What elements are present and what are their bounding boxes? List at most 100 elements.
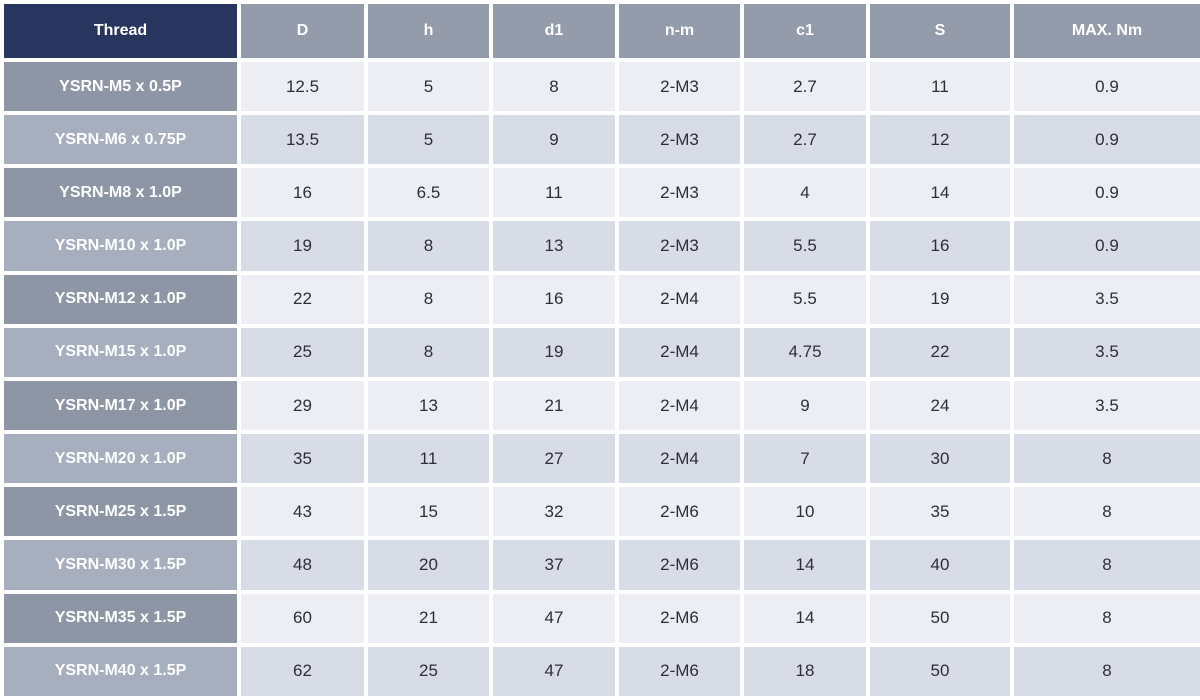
data-cell: 13.5 [241, 115, 364, 165]
data-cell: 22 [241, 274, 364, 324]
data-cell: 2-M6 [619, 646, 740, 696]
table-row: YSRN-M17 x 1.0P 29 13 21 2-M4 9 24 3.5 [4, 380, 1200, 431]
row-label-cell: YSRN-M40 x 1.5P [4, 646, 237, 696]
data-cell: 20 [368, 540, 489, 590]
data-cell: 19 [870, 274, 1010, 324]
data-cell: 11 [368, 434, 489, 484]
header-cell-4: n-m [619, 4, 740, 58]
data-cell: 37 [493, 540, 615, 590]
data-cell: 30 [870, 434, 1010, 484]
data-cell: 2.7 [744, 62, 866, 112]
table-row: YSRN-M20 x 1.0P 35 11 27 2-M4 7 30 8 [4, 434, 1200, 484]
header-cell-7: MAX. Nm [1014, 4, 1200, 58]
data-cell: 8 [1014, 487, 1200, 537]
data-cell: 50 [870, 646, 1010, 696]
table-row: YSRN-M35 x 1.5P 60 21 47 2-M6 14 50 8 [4, 593, 1200, 643]
data-cell: 0.9 [1014, 168, 1200, 218]
data-cell: 4 [744, 168, 866, 218]
data-cell: 5 [368, 62, 489, 112]
row-label-cell: YSRN-M10 x 1.0P [4, 221, 237, 271]
data-cell: 14 [744, 540, 866, 590]
header-cell-6: S [870, 4, 1010, 58]
data-cell: 2-M4 [619, 380, 740, 431]
data-cell: 3.5 [1014, 380, 1200, 431]
table-row: YSRN-M40 x 1.5P 62 25 47 2-M6 18 50 8 [4, 646, 1200, 696]
data-cell: 5.5 [744, 221, 866, 271]
row-label-cell: YSRN-M25 x 1.5P [4, 487, 237, 537]
data-cell: 12.5 [241, 62, 364, 112]
row-label-cell: YSRN-M35 x 1.5P [4, 593, 237, 643]
data-cell: 27 [493, 434, 615, 484]
data-cell: 19 [241, 221, 364, 271]
data-cell: 8 [1014, 646, 1200, 696]
data-cell: 8 [493, 62, 615, 112]
data-cell: 11 [493, 168, 615, 218]
data-cell: 47 [493, 646, 615, 696]
table-body: YSRN-M5 x 0.5P 12.5 5 8 2-M3 2.7 11 0.9 YSRN-M6 … [4, 62, 1200, 696]
data-cell: 9 [493, 115, 615, 165]
data-cell: 35 [241, 434, 364, 484]
table-row: YSRN-M25 x 1.5P 43 15 32 2-M6 10 35 8 [4, 487, 1200, 537]
data-cell: 16 [493, 274, 615, 324]
data-cell: 60 [241, 593, 364, 643]
row-label-cell: YSRN-M15 x 1.0P [4, 327, 237, 377]
data-cell: 2-M6 [619, 593, 740, 643]
data-cell: 5 [368, 115, 489, 165]
data-cell: 14 [870, 168, 1010, 218]
data-cell: 0.9 [1014, 115, 1200, 165]
data-cell: 8 [368, 221, 489, 271]
data-cell: 21 [368, 593, 489, 643]
data-cell: 16 [241, 168, 364, 218]
data-cell: 24 [870, 380, 1010, 431]
header-cell-2: h [368, 4, 489, 58]
data-cell: 8 [368, 274, 489, 324]
data-cell: 18 [744, 646, 866, 696]
table-row: YSRN-M30 x 1.5P 48 20 37 2-M6 14 40 8 [4, 540, 1200, 590]
row-label-cell: YSRN-M12 x 1.0P [4, 274, 237, 324]
data-cell: 8 [1014, 434, 1200, 484]
data-cell: 8 [1014, 593, 1200, 643]
data-cell: 5.5 [744, 274, 866, 324]
row-label-cell: YSRN-M30 x 1.5P [4, 540, 237, 590]
header-cell-5: c1 [744, 4, 866, 58]
data-cell: 2-M4 [619, 274, 740, 324]
data-cell: 10 [744, 487, 866, 537]
data-cell: 8 [1014, 540, 1200, 590]
data-cell: 2-M3 [619, 115, 740, 165]
data-cell: 32 [493, 487, 615, 537]
data-cell: 2.7 [744, 115, 866, 165]
header-cell-1: D [241, 4, 364, 58]
data-cell: 22 [870, 327, 1010, 377]
data-cell: 14 [744, 593, 866, 643]
data-cell: 2-M6 [619, 540, 740, 590]
header-cell-thread: Thread [4, 4, 237, 58]
data-cell: 62 [241, 646, 364, 696]
data-cell: 25 [241, 327, 364, 377]
data-cell: 15 [368, 487, 489, 537]
data-cell: 40 [870, 540, 1010, 590]
row-label-cell: YSRN-M5 x 0.5P [4, 62, 237, 112]
data-cell: 12 [870, 115, 1010, 165]
table-row: YSRN-M6 x 0.75P 13.5 5 9 2-M3 2.7 12 0.9 [4, 115, 1200, 165]
data-cell: 48 [241, 540, 364, 590]
data-cell: 4.75 [744, 327, 866, 377]
data-cell: 29 [241, 380, 364, 431]
table-row: YSRN-M5 x 0.5P 12.5 5 8 2-M3 2.7 11 0.9 [4, 62, 1200, 112]
data-cell: 43 [241, 487, 364, 537]
data-cell: 21 [493, 380, 615, 431]
data-cell: 19 [493, 327, 615, 377]
data-cell: 2-M3 [619, 168, 740, 218]
data-cell: 2-M4 [619, 327, 740, 377]
data-cell: 6.5 [368, 168, 489, 218]
table-row: YSRN-M12 x 1.0P 22 8 16 2-M4 5.5 19 3.5 [4, 274, 1200, 324]
row-label-cell: YSRN-M17 x 1.0P [4, 380, 237, 431]
data-cell: 2-M3 [619, 221, 740, 271]
data-cell: 3.5 [1014, 327, 1200, 377]
row-label-cell: YSRN-M20 x 1.0P [4, 434, 237, 484]
data-cell: 13 [368, 380, 489, 431]
data-cell: 11 [870, 62, 1010, 112]
data-cell: 2-M4 [619, 434, 740, 484]
